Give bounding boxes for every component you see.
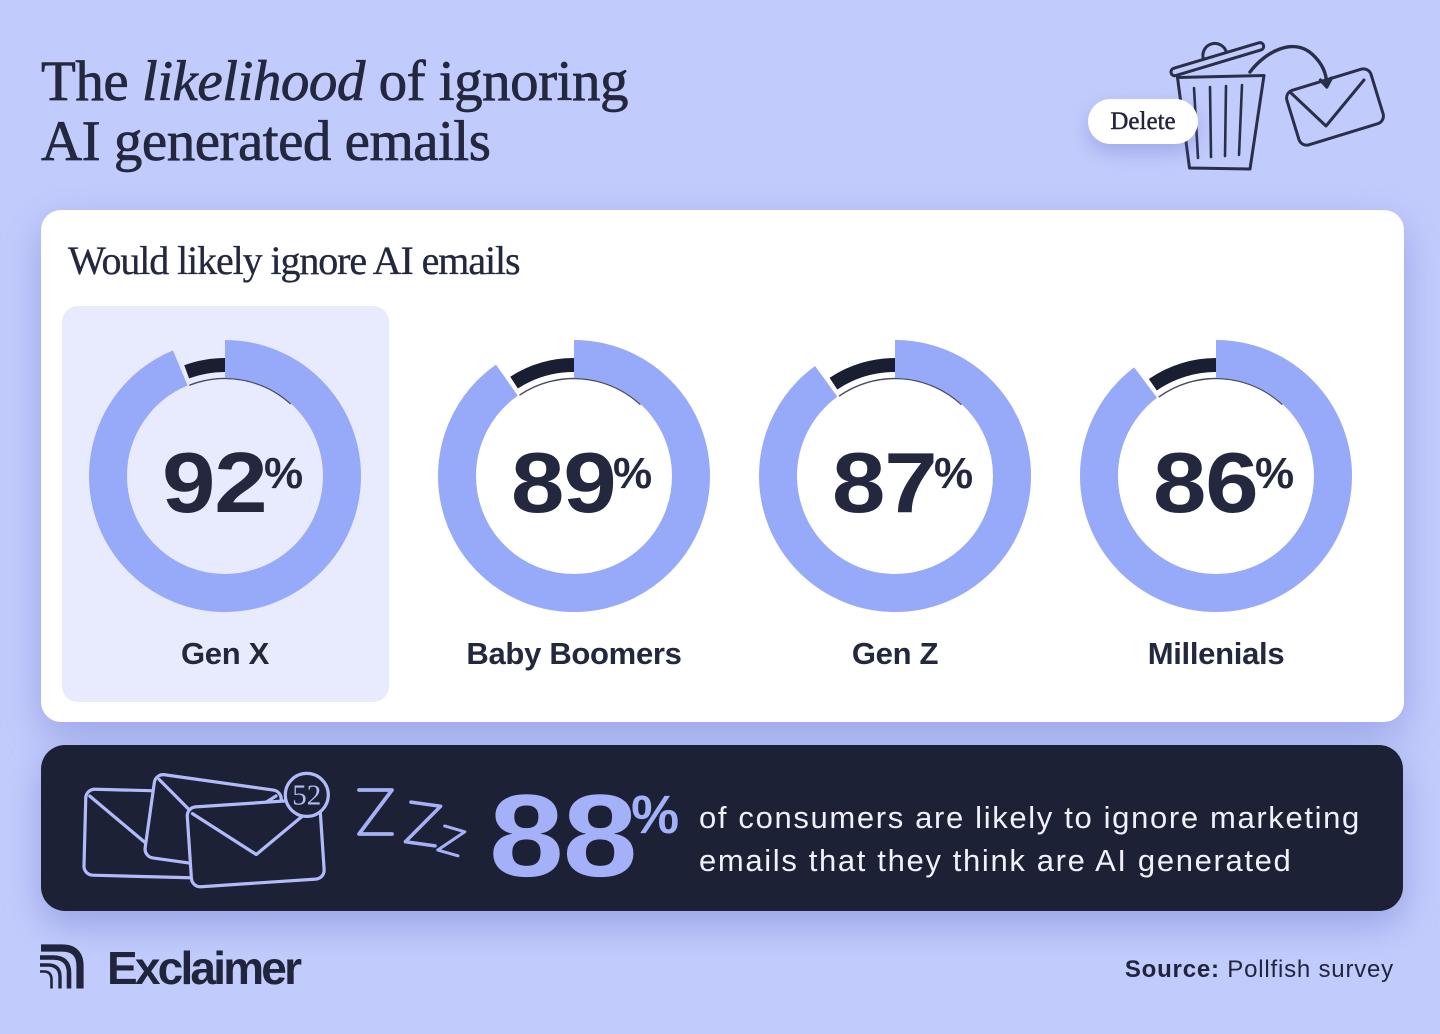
svg-text:52: 52: [292, 780, 321, 812]
